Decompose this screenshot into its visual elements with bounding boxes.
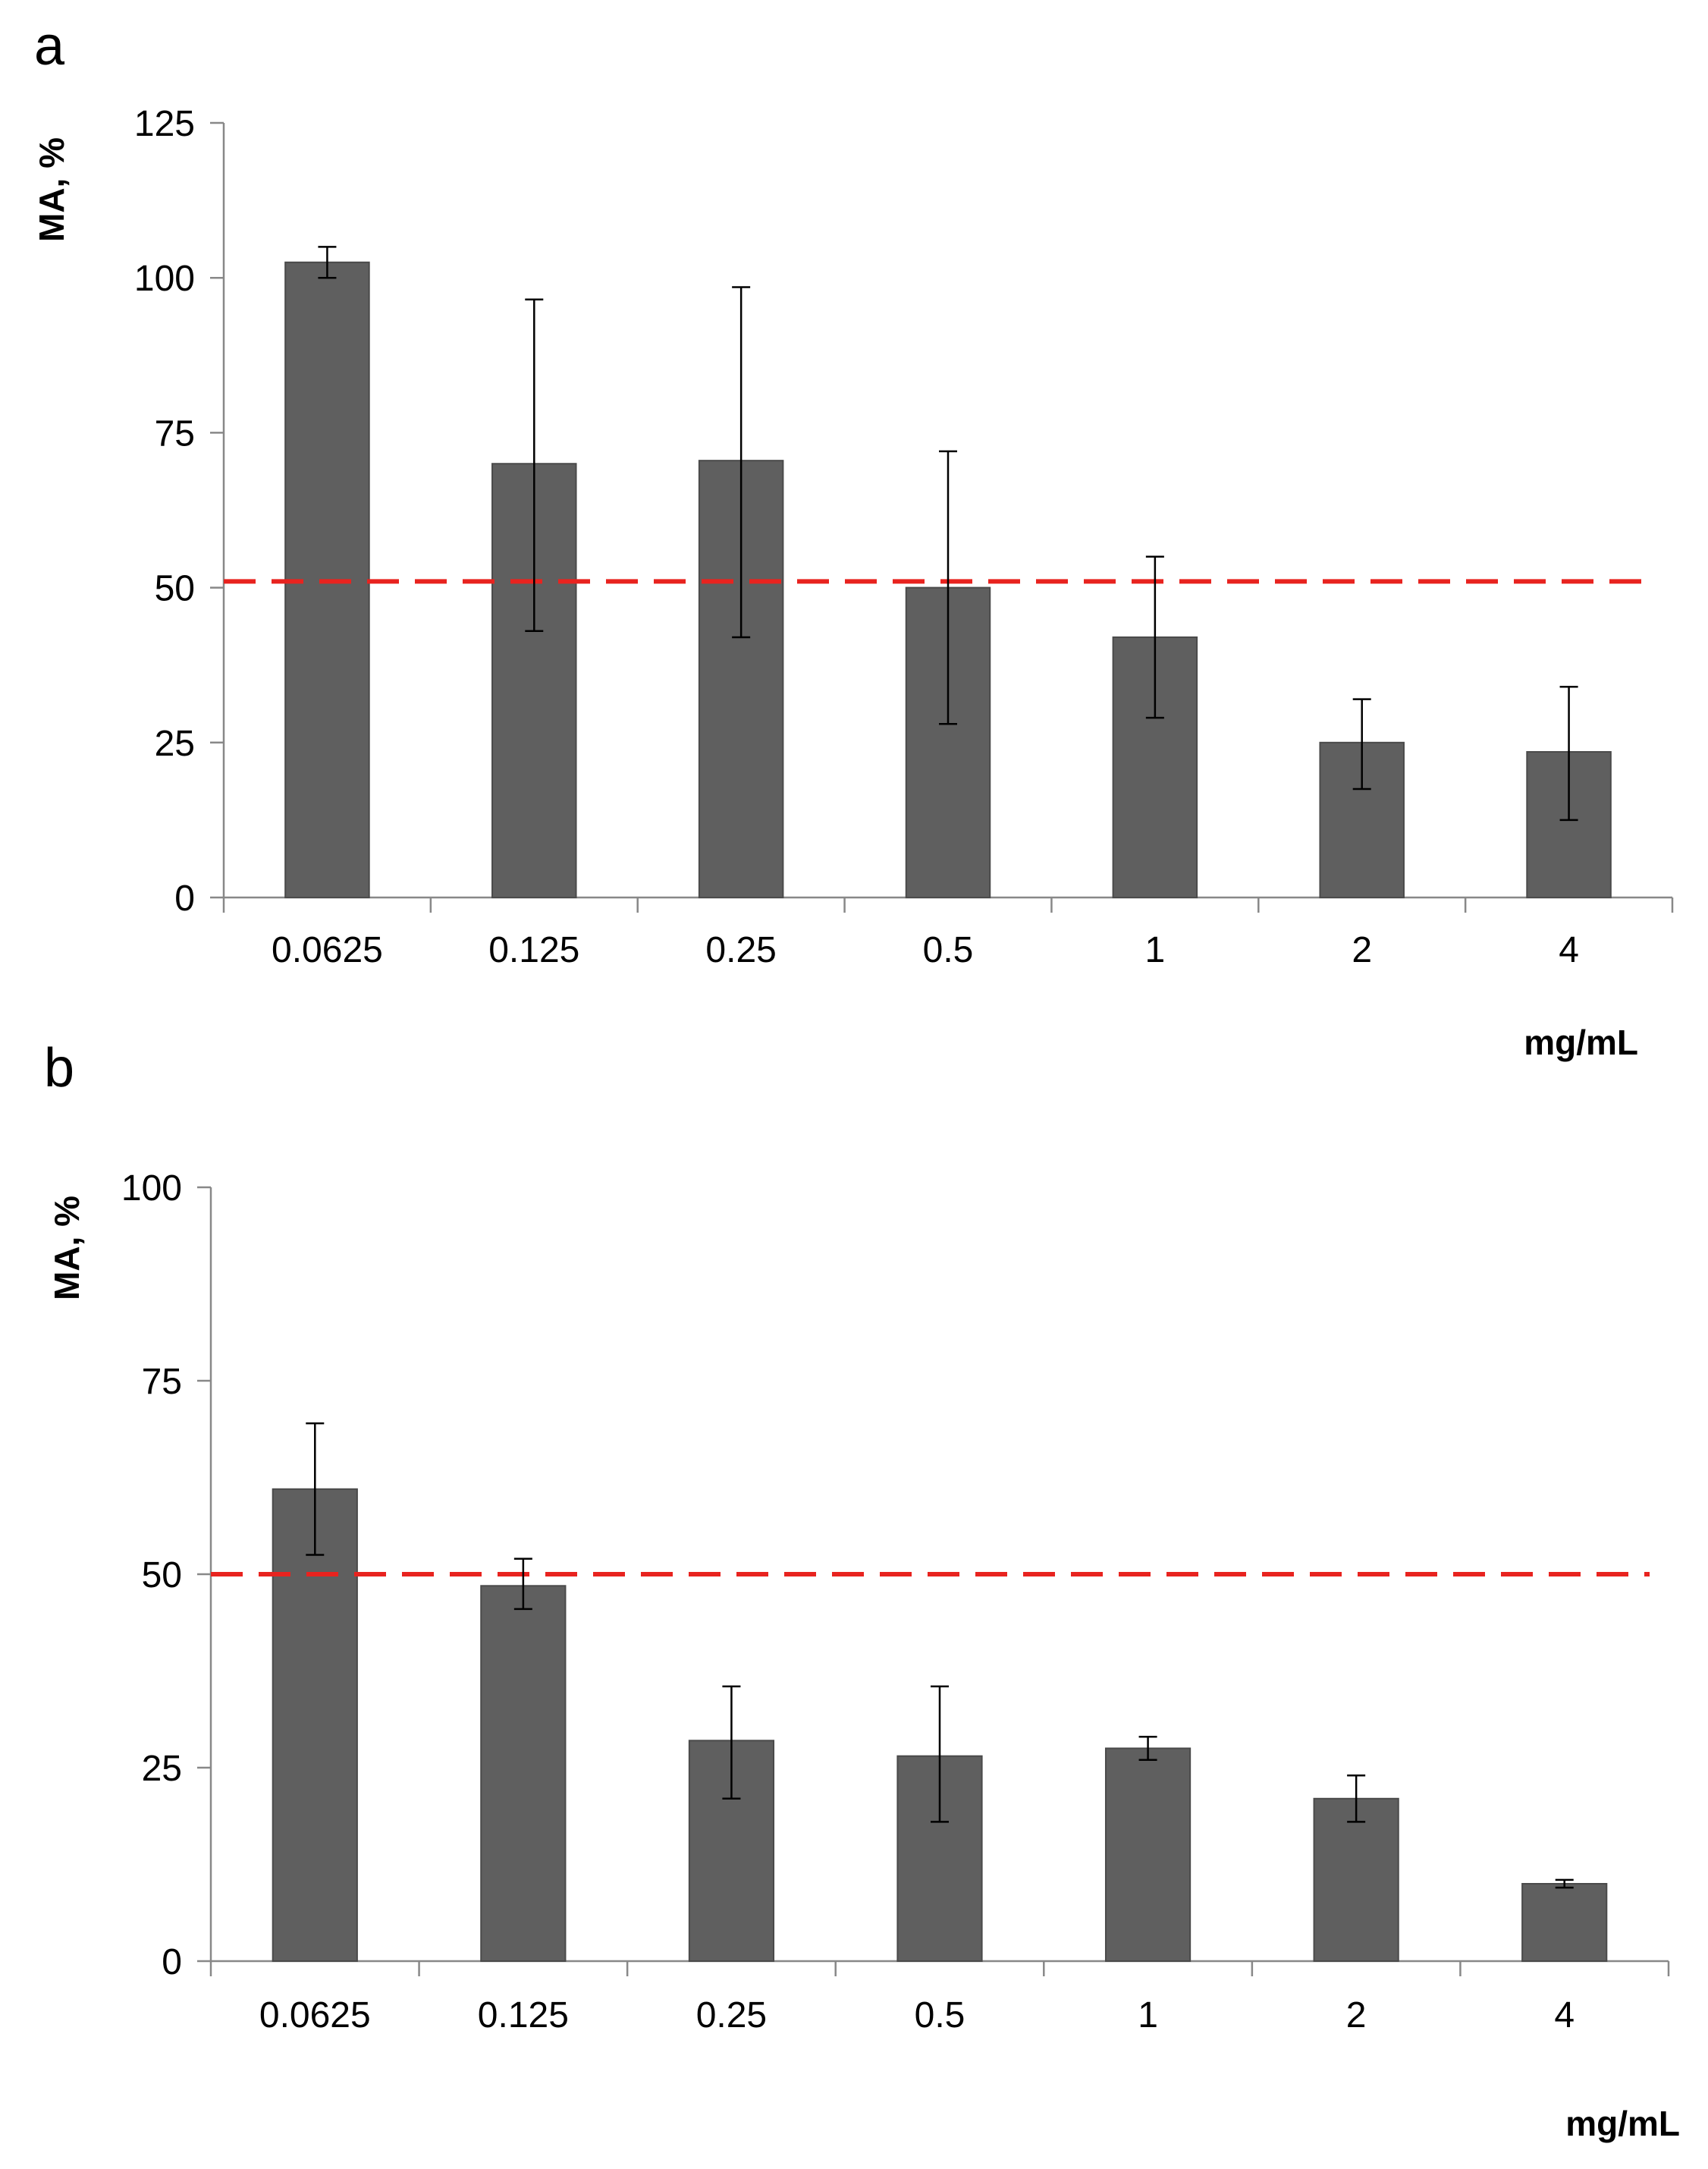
x-axis-title-a: mg/mL xyxy=(1524,1023,1638,1062)
y-tick-label-b-4: 100 xyxy=(121,1168,182,1209)
y-tick-label-a-4: 100 xyxy=(134,259,195,299)
y-axis-title-a: MA, % xyxy=(32,137,71,242)
x-tick-label-b-4: 1 xyxy=(1138,1995,1158,2035)
bar-b-5 xyxy=(1313,1797,1399,1963)
x-tick-label-b-5: 2 xyxy=(1346,1995,1367,2035)
bar-b-6 xyxy=(1521,1883,1608,1962)
bar-b-1 xyxy=(480,1585,567,1963)
y-tick-label-a-0: 0 xyxy=(174,879,195,919)
x-tick-label-b-3: 0.5 xyxy=(915,1995,965,2035)
bar-b-4 xyxy=(1104,1747,1192,1962)
y-tick-label-a-2: 50 xyxy=(155,569,195,609)
y-tick-label-b-1: 25 xyxy=(142,1749,182,1789)
x-tick-label-a-4: 1 xyxy=(1145,930,1166,970)
x-tick-label-a-3: 0.5 xyxy=(923,930,974,970)
plot-area-b: 0 25 50 75 100 0.0625 0.125 0.25 0.5 1 2 4 xyxy=(121,1168,1670,2035)
x-tick-label-b-0: 0.0625 xyxy=(259,1995,371,2035)
y-tick-label-a-3: 75 xyxy=(155,413,195,454)
y-tick-label-a-1: 25 xyxy=(155,724,195,764)
x-tick-label-a-6: 4 xyxy=(1559,930,1579,970)
x-tick-label-a-5: 2 xyxy=(1352,930,1372,970)
y-tick-label-b-0: 0 xyxy=(162,1942,182,1982)
x-tick-label-a-0: 0.0625 xyxy=(272,930,383,970)
y-axis-title-b: MA, % xyxy=(47,1196,86,1300)
y-tick-label-b-2: 50 xyxy=(142,1555,182,1595)
x-tick-label-a-2: 0.25 xyxy=(705,930,776,970)
plot-area-a: 0 25 50 75 100 125 0.0625 0.125 0.25 0.5 1 2 4 xyxy=(134,104,1674,970)
x-axis-title-b: mg/mL xyxy=(1565,2104,1680,2143)
panel-letter-a: a xyxy=(34,16,65,77)
y-tick-label-a-5: 125 xyxy=(134,104,195,144)
x-tick-label-b-6: 4 xyxy=(1554,1995,1575,2035)
x-tick-label-a-1: 0.125 xyxy=(488,930,579,970)
chart-panel-a: a MA, % mg/mL 0 25 50 75 100 125 0.0625 0.125 0.… xyxy=(32,16,1674,1062)
x-tick-label-b-2: 0.25 xyxy=(696,1995,767,2035)
bar-a-2 xyxy=(698,460,784,898)
x-tick-label-b-1: 0.125 xyxy=(478,1995,569,2035)
y-tick-label-b-3: 75 xyxy=(142,1362,182,1402)
panel-letter-b: b xyxy=(44,1038,74,1099)
bar-b-0 xyxy=(272,1488,358,1963)
